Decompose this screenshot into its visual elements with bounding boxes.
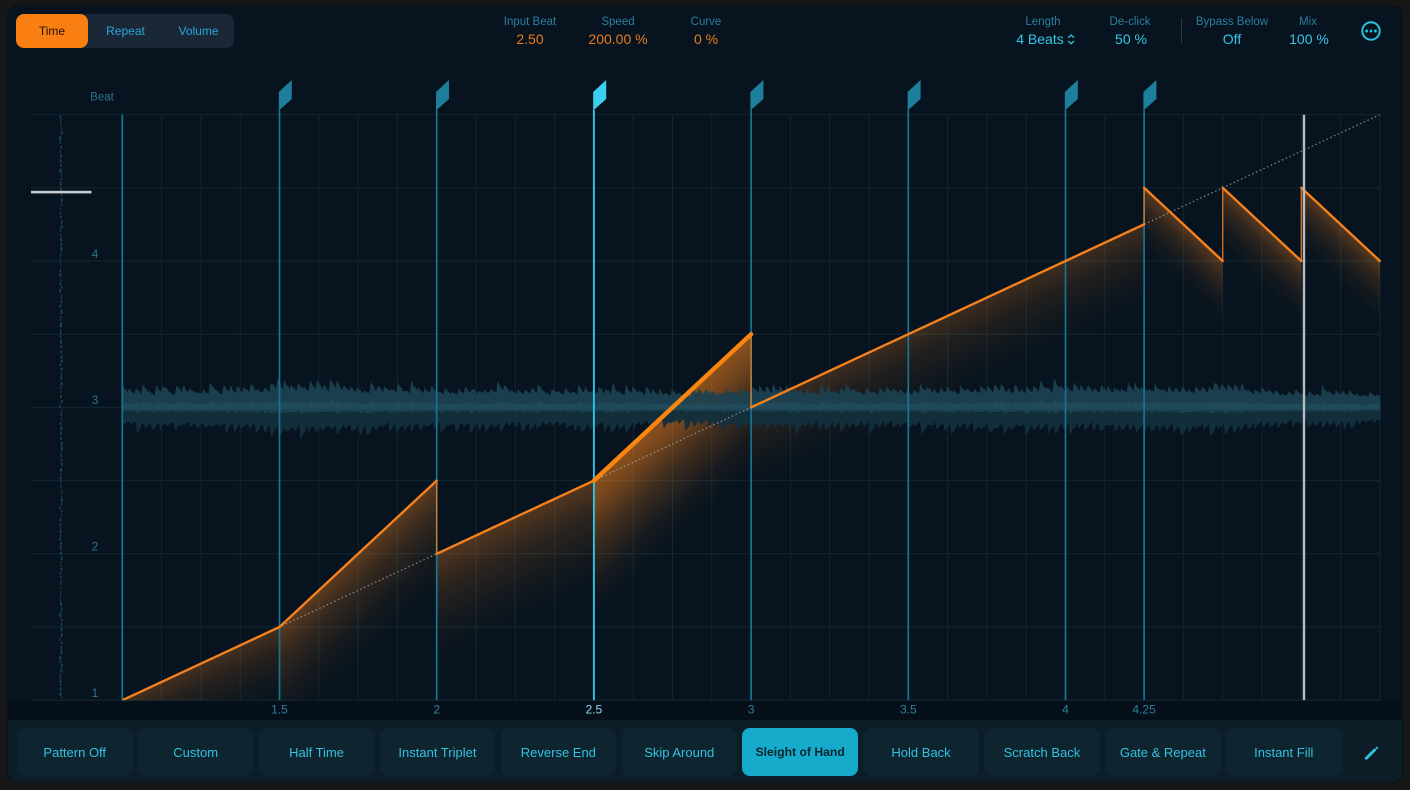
svg-text:1.5: 1.5 [271,703,288,717]
svg-text:4: 4 [92,247,99,261]
svg-text:3: 3 [748,703,755,717]
svg-text:3.5: 3.5 [900,703,917,717]
svg-text:Beat: Beat [90,92,114,104]
svg-text:4: 4 [1062,703,1069,717]
svg-text:2: 2 [433,703,440,717]
svg-text:2.5: 2.5 [586,703,603,717]
svg-text:2: 2 [92,540,99,554]
svg-text:1: 1 [92,686,99,700]
svg-text:3: 3 [92,393,99,407]
svg-text:4.25: 4.25 [1132,703,1156,717]
